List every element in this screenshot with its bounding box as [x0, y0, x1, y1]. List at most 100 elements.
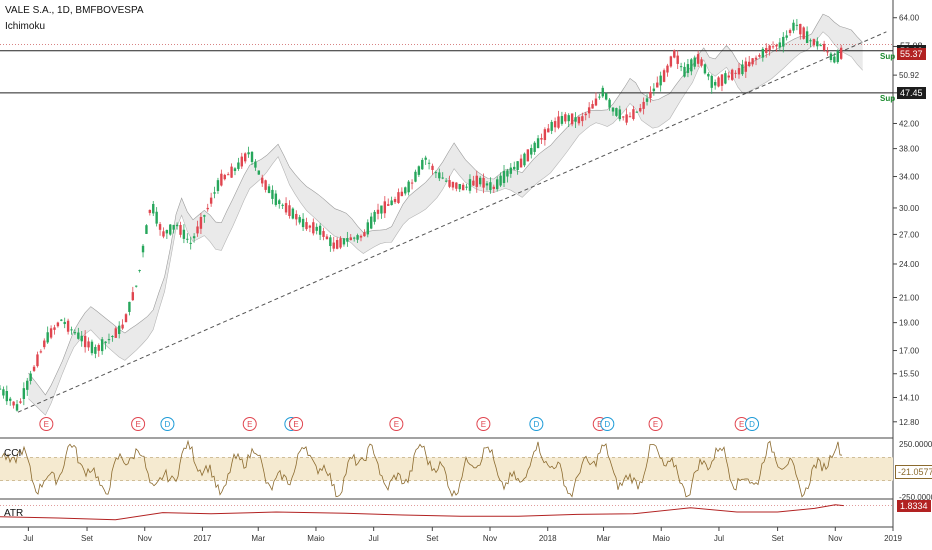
candle [111, 335, 114, 342]
event-circle [529, 417, 544, 431]
candle-body [676, 55, 679, 64]
candle [346, 231, 349, 247]
event-marker[interactable]: E [131, 417, 146, 431]
candle [63, 317, 66, 329]
candle [782, 32, 785, 53]
event-marker[interactable]: E [242, 417, 257, 431]
candle-body [124, 314, 128, 323]
candle [547, 123, 550, 133]
candle [543, 127, 547, 146]
candle-body [782, 36, 785, 47]
candle [788, 28, 792, 36]
candle [366, 219, 369, 238]
candle [66, 318, 70, 335]
candle-body [669, 56, 673, 67]
candle [441, 172, 444, 180]
candle [622, 116, 625, 121]
candle [632, 105, 635, 121]
candle-body [220, 173, 223, 186]
event-marker[interactable]: E [389, 417, 404, 431]
candle-body [46, 332, 49, 343]
candle [141, 243, 145, 258]
candle [77, 327, 80, 340]
candle [564, 112, 567, 124]
candle [373, 209, 376, 225]
candle-body [363, 232, 366, 237]
candle-body [656, 82, 659, 88]
event-marker[interactable]: E [289, 417, 304, 431]
candle-body [550, 121, 553, 131]
y-tick-label: 38.00 [899, 145, 920, 154]
candle-body [717, 77, 720, 87]
x-tick-label: Jul [23, 534, 33, 543]
x-tick-label: 2018 [539, 534, 557, 543]
candle [530, 144, 533, 159]
event-marker[interactable]: E [648, 417, 663, 431]
candle [138, 269, 141, 273]
candle-body [666, 65, 669, 73]
candle-body [169, 224, 172, 235]
candle [36, 351, 39, 368]
candle-body [141, 245, 145, 253]
candle [233, 167, 237, 176]
candle-body [370, 216, 373, 229]
event-circle [476, 417, 491, 431]
candle [26, 377, 29, 396]
candle-body [213, 192, 216, 194]
candle [56, 321, 60, 328]
candle [451, 181, 455, 191]
candle [584, 111, 587, 121]
candle-body [261, 177, 264, 184]
candle [114, 326, 117, 339]
candle-body [765, 48, 768, 54]
candle [421, 157, 424, 170]
chart-title: VALE S.A., 1D, BMFBOVESPA [5, 5, 144, 16]
candle [662, 68, 666, 83]
candle [271, 185, 274, 205]
candle [424, 155, 427, 165]
candle [80, 331, 83, 347]
candle-body [639, 108, 642, 112]
candle-body [448, 180, 451, 187]
candle-body [635, 111, 639, 113]
event-marker[interactable]: E [39, 417, 54, 431]
candle-body [70, 329, 73, 331]
candle-body [196, 226, 199, 234]
candle [94, 344, 97, 359]
candle-body [305, 222, 308, 230]
candle-body [63, 321, 66, 325]
candle-body [489, 182, 492, 191]
candle [32, 365, 36, 372]
x-tick-label: Nov [138, 534, 152, 543]
event-circle [160, 417, 175, 431]
support-label: Sup [880, 51, 896, 61]
event-marker[interactable]: D [600, 417, 615, 431]
candle-body [540, 138, 543, 140]
candle-body [206, 207, 209, 210]
candle-body [29, 373, 32, 381]
candle-body [645, 98, 649, 102]
x-tick-label: Set [426, 534, 439, 543]
event-marker[interactable]: D [745, 417, 760, 431]
candle [710, 74, 713, 94]
candle [60, 319, 63, 322]
event-marker[interactable]: E [476, 417, 491, 431]
candle-body [104, 341, 107, 344]
candle-body [608, 99, 611, 108]
candle [135, 285, 138, 288]
candle [223, 173, 226, 181]
candle-body [322, 231, 325, 237]
candle [659, 71, 662, 92]
event-marker[interactable]: D [160, 417, 175, 431]
candle [826, 47, 829, 56]
candle-body [318, 225, 322, 235]
candle [683, 62, 686, 78]
event-marker[interactable]: D [529, 417, 544, 431]
candle-body [570, 113, 574, 125]
candle [352, 236, 356, 242]
candle-body [496, 179, 499, 190]
candle [673, 49, 676, 59]
candle [370, 212, 373, 230]
